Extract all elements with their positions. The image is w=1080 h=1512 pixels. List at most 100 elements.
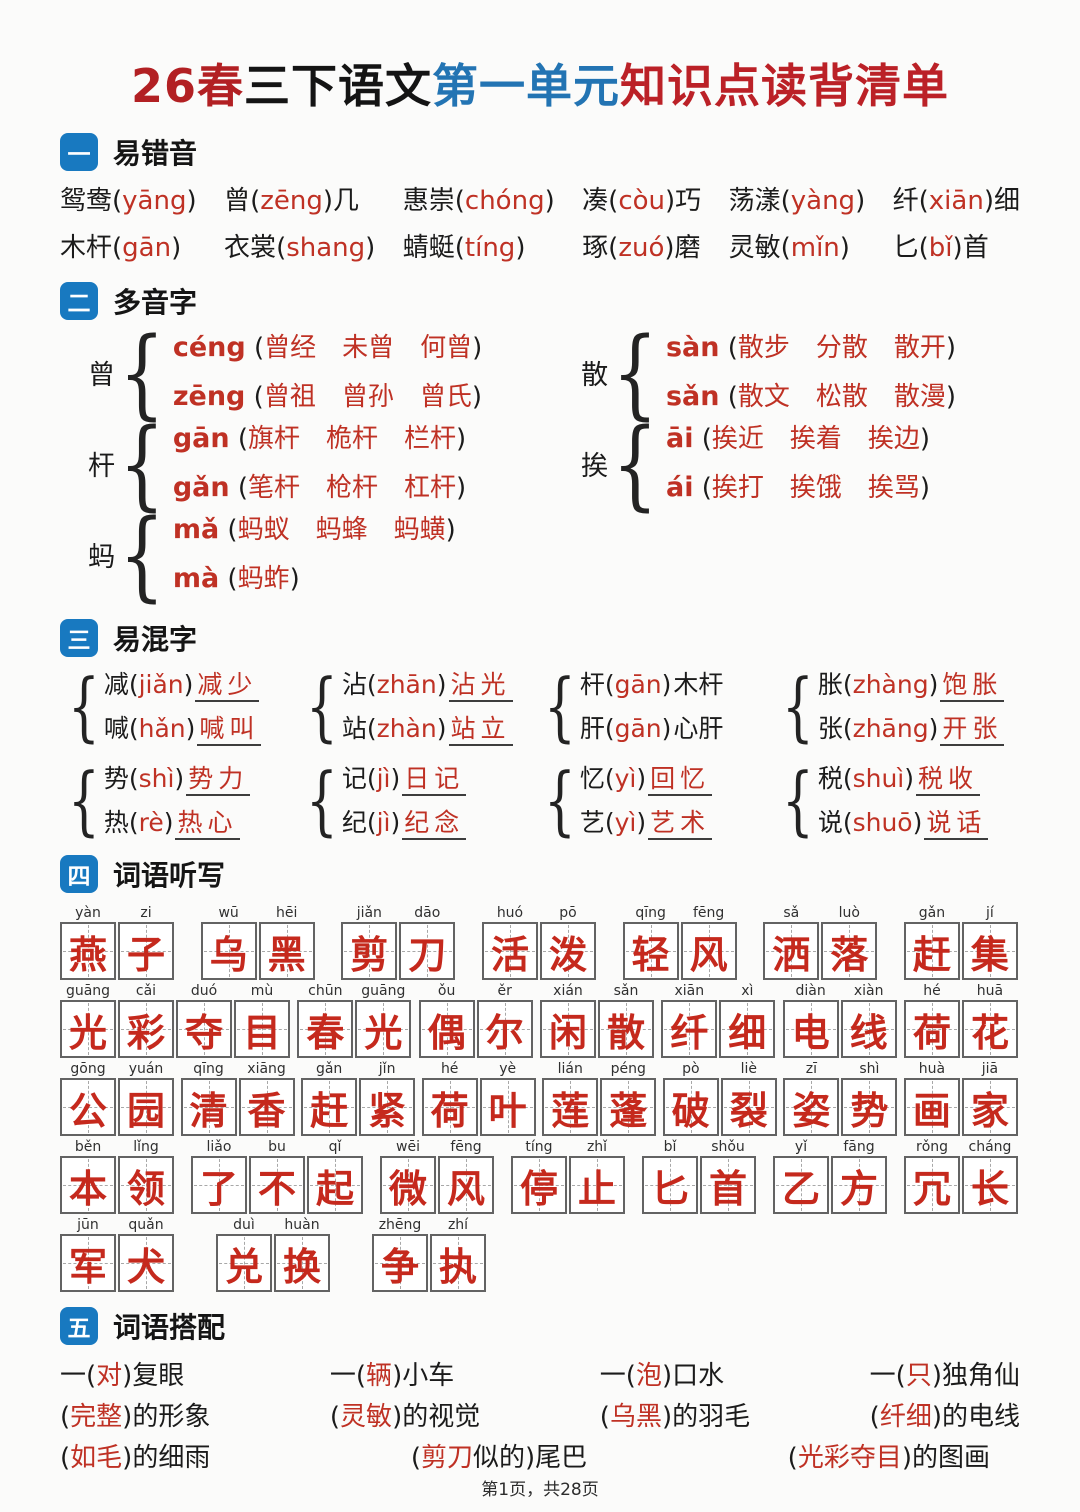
mispronounced-word: 鸳鸯(yāng): [60, 182, 197, 220]
polyphones-list: 曾{céng (曾经 未曾 何曾) zēng (曾祖 曾孙 曾氏) 杆{gān (旗…: [88, 324, 1010, 604]
pinyin: zēng: [260, 186, 323, 216]
section-title: 词语搭配: [113, 1311, 226, 1344]
example-word: 日记: [402, 764, 467, 796]
character-cell: qīng 轻: [622, 904, 679, 980]
paren: (: [842, 714, 853, 743]
dictation-word: zhēng 争 zhí 执: [372, 1216, 488, 1292]
title-part-grade: 三下语文: [244, 59, 432, 113]
example-word: 减少: [195, 670, 260, 702]
writing-grid-box: 泼: [539, 922, 596, 980]
paren: (: [245, 333, 265, 363]
text: (: [329, 1402, 341, 1432]
example-word: 饱胀: [940, 670, 1005, 702]
brace-glyph: {: [782, 757, 814, 845]
reading-line: gǎn (笔杆 枪杆 杠杆): [173, 471, 466, 505]
pinyin: pō: [559, 905, 577, 921]
paren: (: [780, 186, 791, 216]
dictation-word: gǎn 赶 jǐn 紧: [301, 1060, 417, 1136]
character-cell: shì 势: [841, 1060, 898, 1136]
dictation-word: diàn 电 xiàn 线: [782, 982, 899, 1058]
pinyin: duó: [190, 983, 218, 999]
pinyin: céng: [172, 332, 246, 363]
grid-character: 不: [257, 1166, 296, 1211]
pinyin: wū: [218, 905, 239, 921]
collocation-item: (灵敏)的视觉: [330, 1397, 480, 1438]
pinyin: guāng: [65, 983, 111, 999]
paren: ): [163, 808, 174, 837]
hanzi: 琢: [582, 233, 609, 263]
grid-character: 冗: [912, 1166, 951, 1211]
writing-grid-box: 尔: [476, 1000, 533, 1058]
text: 一(: [599, 1361, 636, 1391]
confusable-line: 纪(jì) 纪念: [342, 806, 467, 840]
pinyin: gōng: [70, 1061, 106, 1077]
collocations-list: 一(对)复眼 一(辆)小车 一(泡)口水 一(只)独角仙 (完整)的形象 (灵敏)的视觉(…: [60, 1356, 1020, 1479]
pinyin: yàn: [75, 905, 101, 921]
grid-character: 公: [68, 1088, 107, 1133]
writing-grid-box: 方: [831, 1156, 887, 1214]
pinyin: tíng: [464, 233, 516, 263]
dictation-row: gōng 公 yuán 园 qīng 清 xiāng 香 gǎn 赶 jǐn 紧 hé 荷 yè 叶 lián 莲…: [60, 1060, 1020, 1136]
character-cell: huó 活: [481, 904, 538, 980]
hanzi: 热: [103, 808, 129, 837]
pinyin: āi: [665, 423, 694, 454]
paren: (: [842, 764, 853, 793]
pinyin: zhēng: [378, 1217, 422, 1233]
section-number-icon: 一: [60, 133, 98, 171]
paren: ): [185, 714, 196, 743]
pinyin: lǐng: [133, 1139, 159, 1155]
pinyin: jiǎn: [138, 670, 184, 699]
paren: (: [719, 333, 738, 363]
collocation-item: 一(只)独角仙: [870, 1356, 1020, 1397]
pair-lines: 杆(gān)木杆 肝(gān)心肝: [580, 668, 724, 746]
text: )独角仙: [931, 1361, 1020, 1391]
grid-character: 微: [388, 1166, 427, 1211]
brace-glyph: {: [306, 757, 338, 845]
pinyin: zhǐ: [586, 1139, 608, 1155]
grid-character: 园: [126, 1088, 165, 1133]
pinyin: sàn: [665, 332, 720, 363]
pinyin: gǎn: [315, 1061, 343, 1077]
answer-word: 辆: [366, 1361, 393, 1391]
writing-grid-box: 落: [821, 922, 878, 980]
polyphone-column: 曾{céng (曾经 未曾 何曾) zēng (曾祖 曾孙 曾氏) 杆{gān (旗…: [88, 324, 581, 604]
writing-grid-box: 微: [380, 1156, 436, 1214]
brace-glyph: {: [544, 757, 576, 845]
writing-grid-box: 家: [961, 1078, 1018, 1136]
writing-grid-box: 姿: [783, 1078, 840, 1136]
pinyin: shì: [138, 764, 175, 793]
pair-lines: 减(jiǎn) 减少 喊(hǎn) 喊叫: [104, 668, 262, 746]
character-cell: yǐ 乙: [773, 1138, 829, 1214]
writing-grid-box: 园: [118, 1078, 174, 1136]
hanzi: 肝: [579, 714, 605, 743]
reading-line: céng (曾经 未曾 何曾): [173, 331, 482, 365]
answer-word: 剪刀: [420, 1443, 473, 1473]
pinyin: huā: [976, 983, 1004, 999]
writing-grid-box: 光: [355, 1000, 412, 1058]
mispronounced-word: 凑(còu)巧: [582, 182, 701, 220]
hanzi: 惠崇: [402, 186, 455, 216]
mispronounced-word: 灵敏(mǐn): [729, 229, 866, 267]
character-cell: fēng 风: [438, 1138, 494, 1214]
text: )复眼: [122, 1361, 185, 1391]
title-part-term: 26春: [130, 59, 244, 113]
polyphone-group: 散{sàn (散步 分散 散开) sǎn (散文 松散 散漫): [581, 324, 1010, 421]
section-header-collocations: 五 词语搭配: [60, 1306, 1020, 1346]
brace-glyph: {: [68, 757, 100, 845]
headword: 散: [581, 360, 609, 391]
character-cell: xiān 纤: [661, 982, 718, 1058]
dictation-word: qīng 轻 fēng 风: [622, 904, 739, 980]
readings: mǎ (蚂蚁 蚂蜂 蚂蟥) mà (蚂蚱): [173, 513, 456, 596]
mispronounced-word: 纤(xiān)细: [893, 182, 1020, 220]
grid-character: 破: [671, 1088, 710, 1133]
dictation-word: hé 荷 yè 叶: [421, 1060, 538, 1136]
writing-grid-box: 燕: [60, 922, 116, 980]
dictation-word: guāng 光 cǎi 彩 duó 夺 mù 目: [60, 982, 292, 1058]
character-cell: běn 本: [60, 1138, 116, 1214]
grid-character: 姿: [792, 1088, 831, 1133]
writing-grid-box: 黑: [258, 922, 315, 980]
collocation-row: (完整)的形象 (灵敏)的视觉 (乌黑)的羽毛 (纤细)的电线: [60, 1397, 1020, 1438]
dictation-row: běn 本 lǐng 领 liǎo 了 bu 不 qǐ 起 wēi 微 fēng 风 tíng 停 zhǐ 止 bǐ…: [60, 1138, 1020, 1214]
polyphone-group: 挨{āi (挨近 挨着 挨边) ái (挨打 挨饿 挨骂): [581, 415, 1010, 512]
pinyin: jí: [986, 905, 994, 921]
